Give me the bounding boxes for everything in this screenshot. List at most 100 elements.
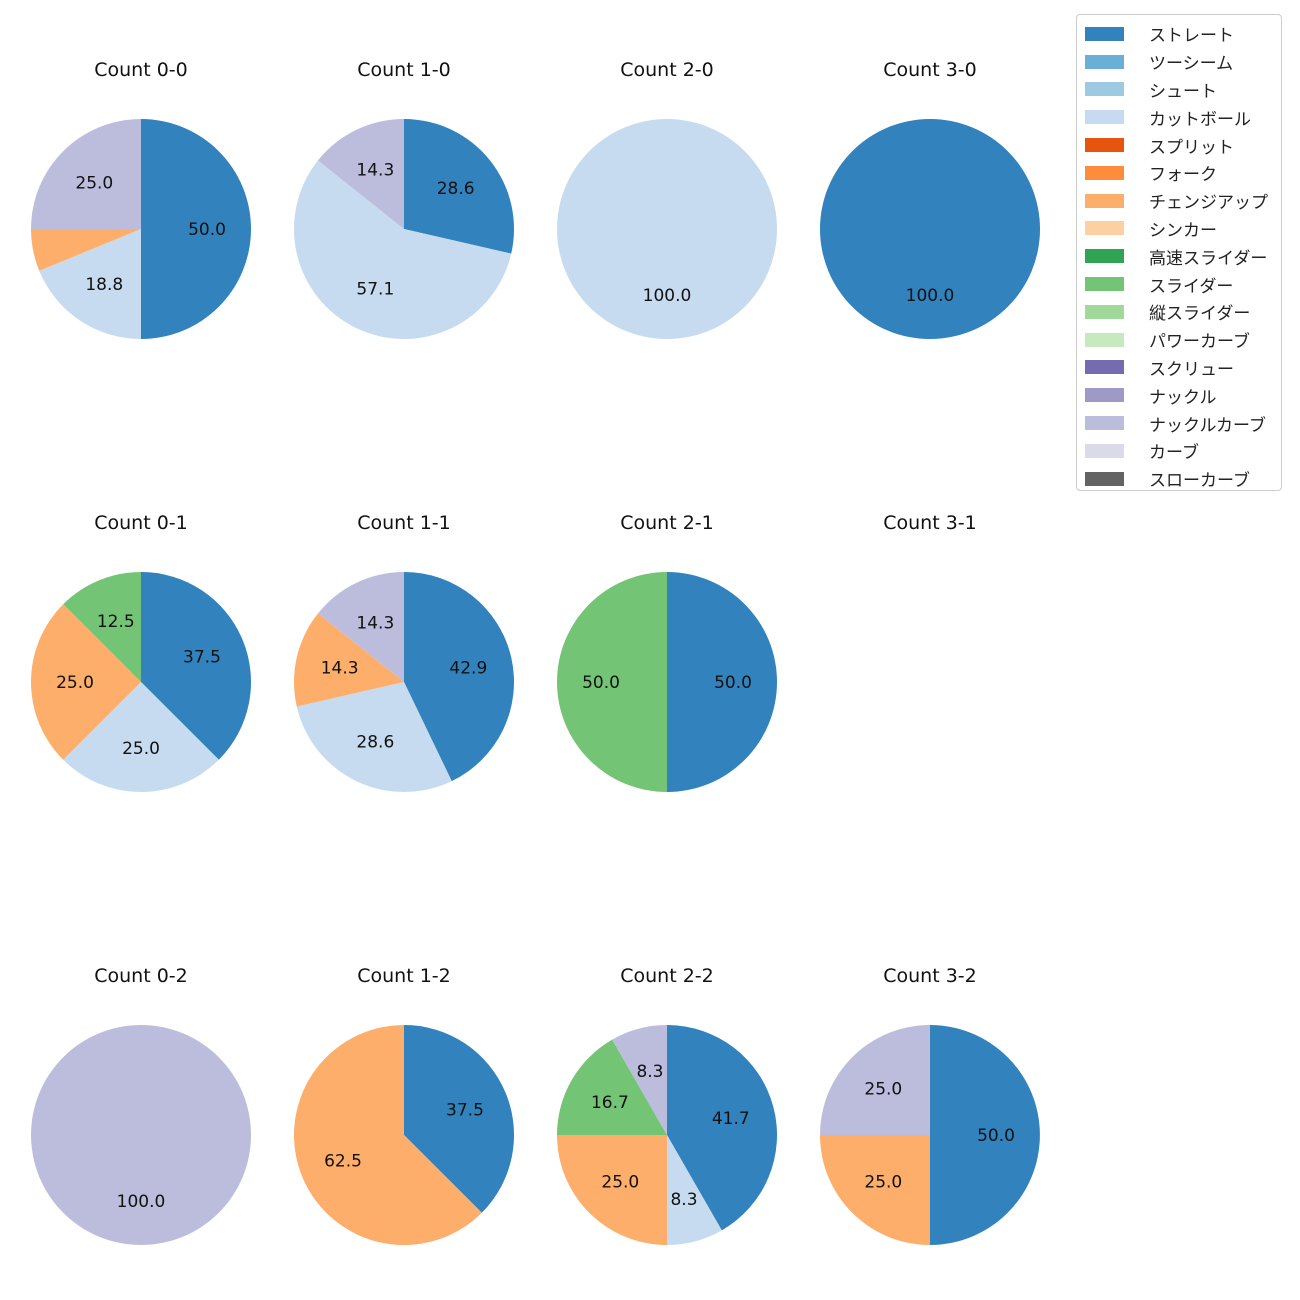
legend-swatch — [1085, 277, 1124, 292]
slice-label: 25.0 — [864, 1173, 902, 1193]
slice-label: 25.0 — [864, 1079, 902, 1099]
legend-swatch — [1085, 360, 1124, 375]
slice-label: 100.0 — [643, 286, 692, 306]
pie-slice — [557, 1039, 667, 1135]
slice-label: 37.5 — [183, 648, 221, 668]
legend-item: ナックルカーブ — [1077, 409, 1281, 437]
legend-swatch — [1085, 165, 1124, 180]
pie-title: Count 3-1 — [883, 512, 977, 534]
slice-label: 50.0 — [714, 673, 752, 693]
pie-slice — [317, 118, 404, 229]
slice-label: 28.6 — [437, 179, 475, 199]
slice-label: 14.3 — [356, 614, 394, 634]
pie-slice — [820, 1025, 930, 1135]
pie-slice — [557, 1135, 667, 1245]
pie-title: Count 3-2 — [883, 965, 977, 987]
pie-slice — [294, 613, 404, 707]
slice-label: 57.1 — [356, 279, 394, 299]
pie-slice — [667, 572, 777, 792]
pie-slice — [141, 572, 251, 760]
legend-label: スクリュー — [1149, 359, 1234, 380]
slice-label: 100.0 — [906, 286, 955, 306]
pie-slice — [39, 229, 141, 339]
legend-label: スライダー — [1149, 276, 1234, 297]
slice-label: 18.8 — [85, 275, 123, 295]
legend-swatch — [1085, 221, 1124, 236]
slice-label: 25.0 — [122, 739, 160, 759]
slice-label: 25.0 — [56, 673, 94, 693]
pie-title: Count 2-2 — [620, 965, 714, 987]
legend-item: 縦スライダー — [1077, 298, 1281, 326]
pie-slice — [557, 119, 777, 339]
legend-item: スローカーブ — [1077, 465, 1281, 493]
legend-item: ツーシーム — [1077, 48, 1281, 76]
legend-label: スローカーブ — [1149, 471, 1250, 492]
slice-label: 12.5 — [97, 612, 135, 632]
legend-item: カーブ — [1077, 437, 1281, 465]
legend-swatch — [1085, 471, 1124, 486]
pie-slice — [667, 1025, 777, 1231]
legend-swatch — [1085, 26, 1124, 41]
slice-label: 62.5 — [324, 1151, 362, 1171]
legend-item: 高速スライダー — [1077, 242, 1281, 270]
legend-swatch — [1085, 416, 1124, 431]
slice-label: 25.0 — [75, 173, 113, 193]
slice-label: 50.0 — [582, 673, 620, 693]
pie-title: Count 3-0 — [883, 59, 977, 81]
pie-title: Count 0-1 — [94, 512, 188, 534]
pie-slice — [293, 1025, 482, 1245]
legend-swatch — [1085, 193, 1124, 208]
slice-label: 37.5 — [446, 1101, 484, 1121]
pie-title: Count 2-1 — [620, 512, 714, 534]
pie-slice — [612, 1025, 667, 1135]
legend-swatch — [1085, 110, 1124, 125]
slice-label: 8.3 — [670, 1190, 697, 1210]
legend-label: カットボール — [1149, 109, 1251, 130]
legend-swatch — [1085, 388, 1124, 403]
legend-item: シュート — [1077, 76, 1281, 104]
slice-label: 25.0 — [601, 1173, 639, 1193]
legend-label: シンカー — [1149, 220, 1217, 241]
legend-label: チェンジアップ — [1149, 193, 1268, 214]
slice-label: 41.7 — [712, 1109, 750, 1129]
legend-label: スプリット — [1149, 137, 1234, 158]
slice-label: 28.6 — [356, 732, 394, 752]
pie-slice — [557, 572, 667, 792]
legend-label: 高速スライダー — [1149, 248, 1268, 269]
pie-slice — [31, 229, 141, 271]
legend-swatch — [1085, 443, 1124, 458]
pie-title: Count 0-0 — [94, 59, 188, 81]
legend-swatch — [1085, 82, 1124, 97]
slice-label: 50.0 — [977, 1126, 1015, 1146]
legend-label: カーブ — [1149, 443, 1199, 464]
slice-label: 42.9 — [449, 658, 487, 678]
slice-label: 50.0 — [188, 220, 226, 240]
slice-label: 16.7 — [591, 1093, 629, 1113]
pie-title: Count 1-1 — [357, 512, 451, 534]
legend-label: 縦スライダー — [1149, 304, 1251, 325]
legend-label: ナックルカーブ — [1149, 415, 1266, 436]
legend-swatch — [1085, 138, 1124, 153]
legend-swatch — [1085, 332, 1124, 347]
pie-slice — [296, 682, 452, 792]
pie-slice — [820, 119, 1040, 339]
pie-slice — [294, 160, 512, 339]
pie-slice — [404, 572, 514, 782]
slice-label: 14.3 — [356, 161, 394, 181]
legend-label: フォーク — [1149, 165, 1217, 186]
legend-item: ナックル — [1077, 381, 1281, 409]
pie-title: Count 0-2 — [94, 965, 188, 987]
pie-title: Count 1-0 — [357, 59, 451, 81]
pie-slice — [404, 1025, 514, 1213]
legend-label: ツーシーム — [1149, 54, 1234, 75]
pie-slice — [820, 1135, 930, 1245]
legend-item: スプリット — [1077, 131, 1281, 159]
legend-item: フォーク — [1077, 159, 1281, 187]
legend-swatch — [1085, 54, 1124, 69]
legend-item: スクリュー — [1077, 354, 1281, 382]
slice-label: 14.3 — [321, 658, 359, 678]
slice-label: 8.3 — [636, 1062, 663, 1082]
pie-title: Count 1-2 — [357, 965, 451, 987]
slice-label: 100.0 — [117, 1192, 166, 1212]
